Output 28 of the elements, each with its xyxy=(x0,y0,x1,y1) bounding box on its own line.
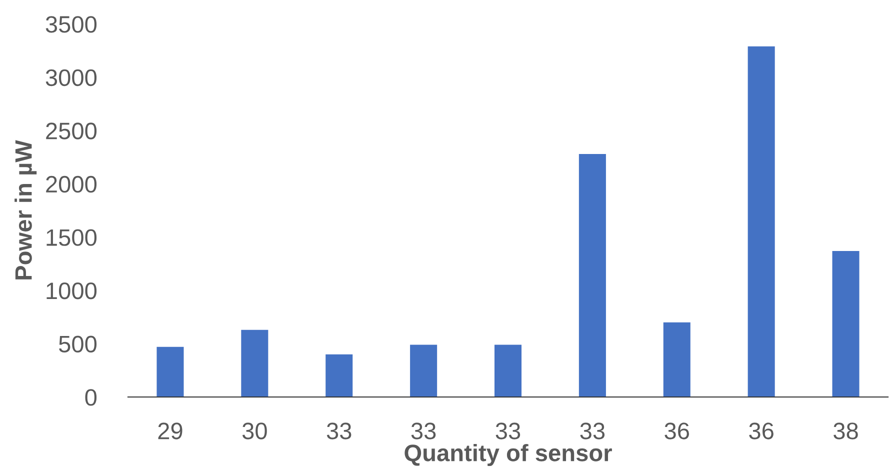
bar xyxy=(494,344,522,397)
bar xyxy=(156,346,184,397)
y-axis-title: Power in µW xyxy=(14,140,37,280)
y-tick-label: 2500 xyxy=(46,122,97,140)
bar xyxy=(326,354,353,397)
x-axis-title: Quantity of sensor xyxy=(404,444,612,466)
bar xyxy=(663,322,690,397)
y-tick-label: 1500 xyxy=(46,229,97,246)
x-tick-label: 30 xyxy=(242,422,267,440)
x-tick-label: 33 xyxy=(326,422,352,440)
x-tick-label: 38 xyxy=(834,422,858,440)
y-tick-label: 500 xyxy=(59,336,97,352)
y-tick-label: 3000 xyxy=(46,69,97,86)
x-tick-label: 33 xyxy=(411,422,436,440)
bar xyxy=(241,330,268,397)
bar xyxy=(832,250,860,397)
bar xyxy=(578,154,606,397)
y-tick-label: 1000 xyxy=(46,282,97,300)
bar xyxy=(748,46,775,397)
x-tick-label: 33 xyxy=(496,422,520,440)
x-tick-label: 36 xyxy=(664,422,689,440)
y-tick-label: 2000 xyxy=(46,176,97,193)
x-tick-label: 36 xyxy=(749,422,774,440)
x-tick-label: 29 xyxy=(158,422,182,440)
y-tick-label: 3500 xyxy=(46,16,97,33)
y-tick-label: 0 xyxy=(85,389,97,406)
bar xyxy=(410,344,438,397)
x-tick-label: 33 xyxy=(580,422,605,440)
